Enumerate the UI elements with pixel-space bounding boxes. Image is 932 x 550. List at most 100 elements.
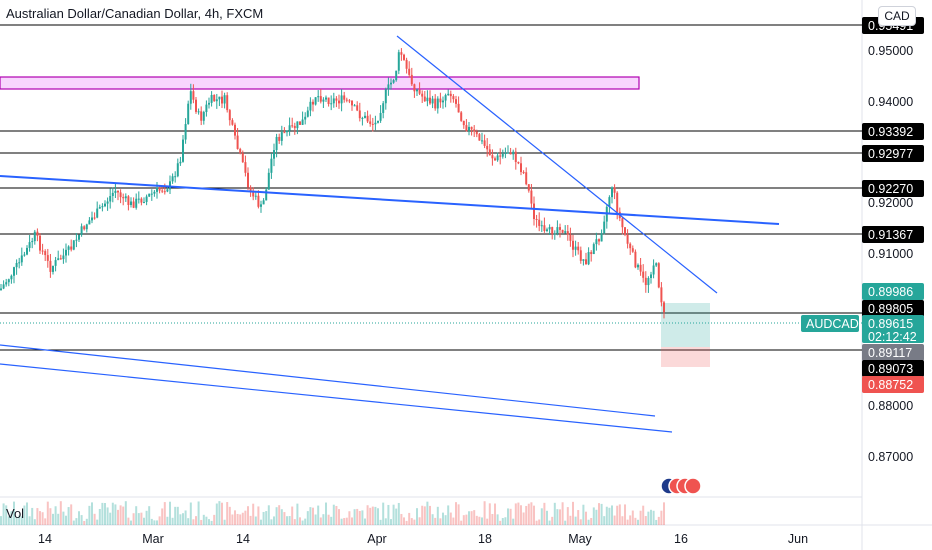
volume-bar bbox=[564, 520, 567, 525]
volume-bar bbox=[78, 511, 80, 525]
volume-bar bbox=[234, 510, 236, 525]
candle-body bbox=[208, 102, 210, 105]
x-tick: Jun bbox=[788, 532, 808, 546]
volume-bar bbox=[520, 505, 522, 525]
candle-body bbox=[624, 227, 626, 235]
volume-bar bbox=[143, 517, 145, 525]
volume-bar bbox=[514, 503, 517, 525]
channel-line-lower[interactable] bbox=[0, 363, 673, 433]
volume-bar bbox=[452, 517, 455, 525]
candle-body bbox=[384, 89, 387, 104]
candle-body bbox=[410, 74, 413, 85]
volume-bar bbox=[332, 504, 335, 525]
candle-body bbox=[182, 139, 184, 162]
candle-body bbox=[145, 196, 148, 202]
candle-body bbox=[5, 282, 8, 285]
volume-bar bbox=[364, 518, 366, 525]
candle-body bbox=[46, 255, 49, 261]
candle-body bbox=[236, 135, 239, 149]
volume-bar bbox=[57, 513, 60, 525]
volume-bar bbox=[353, 509, 356, 525]
volume-bar bbox=[124, 501, 127, 525]
volume-bar bbox=[319, 517, 322, 525]
candle-body bbox=[436, 98, 439, 109]
candle-body bbox=[7, 279, 10, 283]
candle-body bbox=[335, 98, 338, 101]
volume-bar bbox=[200, 519, 203, 525]
candle-body bbox=[150, 193, 153, 195]
candlesticks bbox=[0, 48, 665, 319]
currency-button[interactable]: CAD bbox=[878, 6, 916, 26]
candle-body bbox=[556, 227, 559, 234]
volume-bar bbox=[13, 501, 15, 525]
volume-bar bbox=[278, 505, 281, 525]
trendline-main[interactable] bbox=[0, 175, 780, 225]
volume-bar bbox=[377, 508, 379, 525]
candle-body bbox=[312, 101, 314, 105]
candle-body bbox=[582, 259, 585, 261]
volume-bar bbox=[96, 519, 99, 525]
candle-body bbox=[486, 145, 489, 150]
volume-bar bbox=[650, 509, 652, 525]
resistance-zone[interactable] bbox=[0, 76, 640, 90]
candle-body bbox=[65, 249, 67, 256]
candle-body bbox=[49, 260, 52, 272]
candle-body bbox=[273, 150, 275, 159]
candle-body bbox=[608, 197, 611, 207]
countdown-tag: 02:12:42 bbox=[868, 330, 917, 344]
candle-body bbox=[210, 95, 213, 103]
candle-body bbox=[533, 203, 535, 220]
candle-body bbox=[449, 93, 452, 97]
volume-bar bbox=[629, 515, 632, 525]
volume-bar bbox=[338, 509, 340, 525]
x-tick: Apr bbox=[367, 532, 386, 546]
volume-bar bbox=[371, 506, 374, 525]
candle-body bbox=[75, 239, 78, 241]
candle-body bbox=[577, 246, 580, 251]
volume-bar bbox=[410, 518, 413, 525]
candle-body bbox=[520, 163, 522, 173]
candle-body bbox=[0, 288, 2, 290]
candle-body bbox=[548, 227, 551, 230]
candle-body bbox=[390, 82, 392, 85]
candle-body bbox=[514, 151, 517, 163]
volume-bar bbox=[483, 501, 486, 525]
candle-body bbox=[148, 193, 151, 197]
candle-body bbox=[114, 190, 117, 193]
chart-title: Australian Dollar/Canadian Dollar, 4h, F… bbox=[6, 6, 264, 21]
channel-line-upper[interactable] bbox=[0, 344, 656, 417]
candle-body bbox=[387, 84, 390, 90]
candle-body bbox=[569, 234, 572, 241]
candle-body bbox=[296, 121, 299, 129]
volume-bar bbox=[299, 517, 301, 525]
x-tick: 14 bbox=[38, 532, 52, 546]
event-icons[interactable] bbox=[660, 477, 702, 495]
candle-body bbox=[140, 198, 143, 203]
candle-body bbox=[652, 265, 655, 275]
candle-body bbox=[621, 218, 624, 228]
volume-bar bbox=[293, 519, 296, 525]
trendline-descending-resistance[interactable] bbox=[396, 35, 718, 294]
candle-body bbox=[457, 103, 460, 113]
candle-body bbox=[535, 219, 538, 221]
candle-body bbox=[642, 271, 645, 278]
candle-body bbox=[629, 243, 632, 249]
volume-bar bbox=[374, 506, 377, 525]
volume-bar bbox=[223, 519, 226, 525]
volume-bar bbox=[538, 519, 541, 525]
volume-bar bbox=[119, 505, 122, 525]
volume-bar bbox=[455, 502, 457, 525]
volume-bar bbox=[304, 518, 307, 525]
candle-body bbox=[39, 235, 41, 251]
volume-bar bbox=[88, 505, 91, 525]
position-stop-zone[interactable] bbox=[661, 347, 710, 367]
volume-bar bbox=[265, 511, 268, 525]
volume-bar bbox=[301, 520, 304, 525]
volume-bar bbox=[603, 516, 606, 525]
candle-body bbox=[36, 231, 39, 236]
candle-body bbox=[70, 246, 73, 250]
event-icon[interactable] bbox=[684, 477, 702, 495]
volume-bar bbox=[267, 505, 270, 525]
position-target-zone[interactable] bbox=[661, 303, 710, 347]
